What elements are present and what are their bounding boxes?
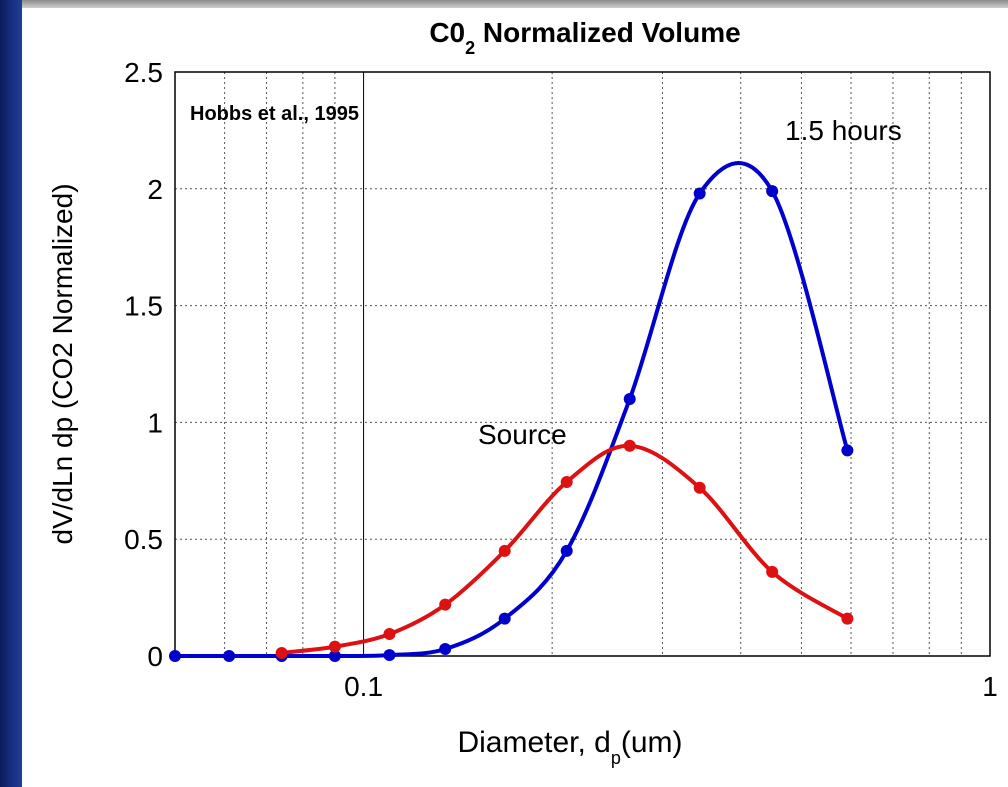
y-tick-label: 0	[147, 641, 163, 672]
y-tick-label: 1.5	[124, 291, 163, 322]
data-point	[560, 475, 573, 488]
series-line	[281, 443, 849, 655]
data-point	[623, 439, 636, 452]
data-point	[693, 481, 706, 494]
data-point	[623, 393, 636, 406]
data-point	[169, 650, 181, 662]
series-line	[175, 161, 850, 659]
chart-title: C02 Normalized Volume	[429, 17, 740, 58]
data-point	[383, 649, 396, 662]
y-tick-label: 1	[147, 407, 163, 438]
title-main: C0	[429, 17, 465, 48]
data-point	[766, 185, 779, 198]
data-point	[693, 187, 706, 200]
data-point	[560, 544, 573, 557]
data-point	[439, 642, 452, 655]
plot-frame	[174, 71, 991, 657]
annotation: 1.5 hours	[785, 115, 902, 146]
data-point	[223, 650, 236, 662]
x-tick-label: 1	[982, 671, 998, 702]
annotation: Hobbs et al., 1995	[190, 103, 359, 125]
data-point	[841, 444, 854, 457]
x-label-sub: p	[611, 748, 621, 768]
side-strip	[0, 0, 22, 787]
title-rest: Normalized Volume	[475, 17, 741, 48]
data-point	[439, 598, 452, 611]
data-point	[328, 650, 341, 662]
grid	[174, 71, 991, 657]
title-sub: 2	[465, 38, 475, 58]
x-label-rest: (um)	[621, 726, 683, 759]
annotation: Source	[478, 419, 567, 450]
data-point	[328, 640, 341, 653]
data-point	[841, 612, 854, 625]
data-point	[383, 628, 396, 641]
data-point	[275, 646, 288, 659]
x-tick-label: 0.1	[344, 671, 383, 702]
y-tick-label: 2.5	[124, 57, 163, 88]
x-label-main: Diameter, d	[457, 726, 610, 759]
y-tick-label: 2	[147, 174, 163, 205]
data-point	[766, 565, 779, 578]
data-point	[498, 612, 511, 625]
x-axis-label: Diameter, dp(um)	[457, 726, 682, 768]
data-point	[498, 544, 511, 557]
y-tick-label: 0.5	[124, 524, 163, 555]
top-strip	[0, 0, 1008, 8]
y-axis-label: dV/dLn dp (CO2 Normalized)	[47, 183, 78, 544]
